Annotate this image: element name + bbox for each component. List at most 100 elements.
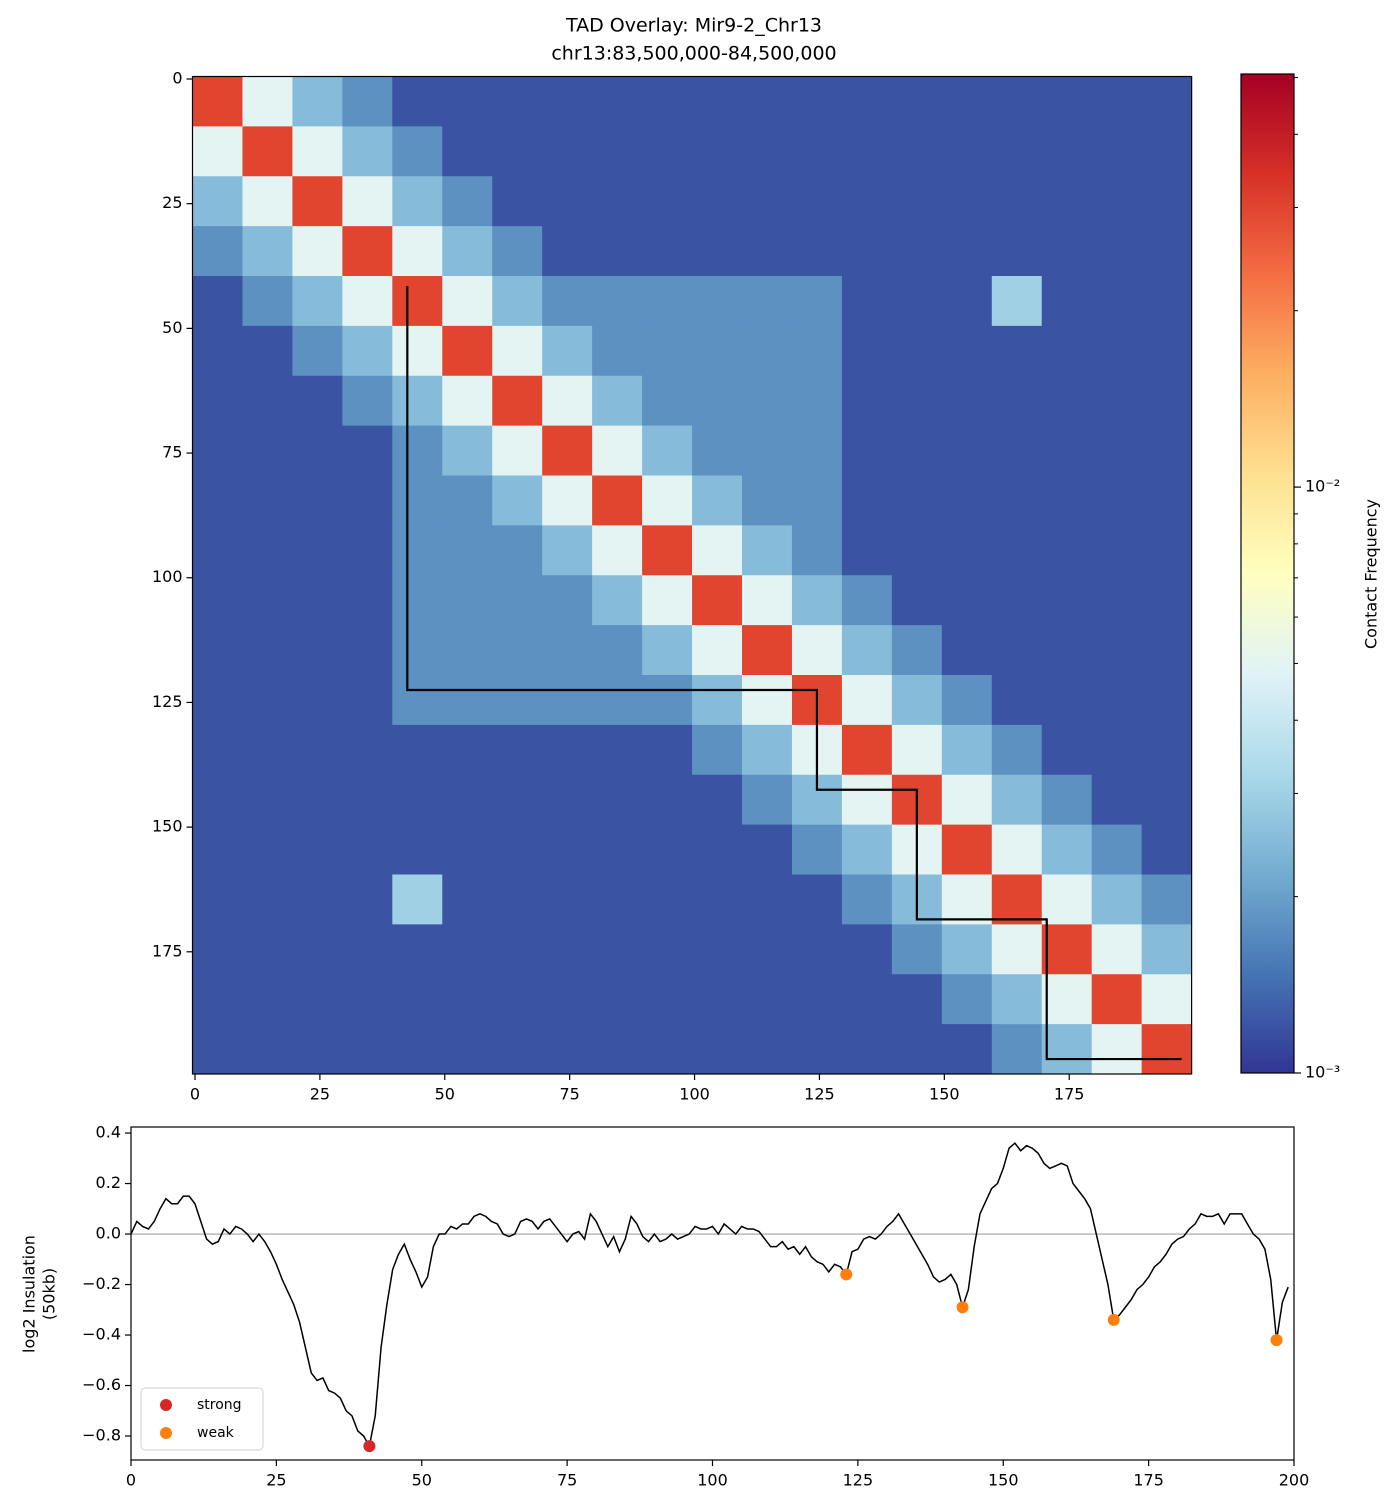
heatmap-cell bbox=[492, 375, 543, 427]
heatmap-cell bbox=[242, 924, 293, 975]
heatmap-cell bbox=[891, 525, 943, 576]
heatmap-cell bbox=[542, 375, 593, 427]
heatmap-cell bbox=[692, 924, 743, 975]
heatmap-cell bbox=[692, 276, 743, 327]
heatmap-cell bbox=[292, 974, 343, 1025]
heatmap-cell bbox=[642, 76, 693, 127]
heatmap-cell bbox=[192, 675, 243, 726]
heatmap-cell bbox=[292, 176, 343, 227]
heatmap-cell bbox=[991, 226, 1043, 277]
heatmap-cell bbox=[692, 176, 743, 227]
heatmap-cell bbox=[692, 724, 743, 776]
heatmap-cell bbox=[292, 874, 343, 925]
heatmap-cell bbox=[1041, 675, 1093, 726]
heatmap-cell bbox=[292, 1024, 343, 1075]
x-tick-label: 125 bbox=[843, 1471, 874, 1490]
heatmap-cell bbox=[342, 126, 393, 177]
heatmap-cell bbox=[542, 226, 593, 277]
heatmap-cell bbox=[242, 475, 293, 526]
heatmap-cell bbox=[1141, 226, 1193, 277]
heatmap-cell bbox=[1141, 475, 1193, 526]
heatmap-cell bbox=[841, 176, 893, 227]
heatmap-cell bbox=[841, 325, 893, 377]
heatmap-cell bbox=[492, 525, 543, 576]
heatmap-cell bbox=[1091, 724, 1143, 776]
heatmap-cell bbox=[692, 226, 743, 277]
heatmap-cell bbox=[791, 76, 843, 127]
heatmap-cell bbox=[692, 625, 743, 676]
heatmap-cell bbox=[692, 675, 743, 726]
x-tick-label: 25 bbox=[266, 1471, 286, 1490]
heatmap-cell bbox=[492, 1024, 543, 1075]
heatmap-cell bbox=[542, 475, 593, 526]
heatmap-cell bbox=[1041, 774, 1093, 826]
heatmap-cell bbox=[891, 226, 943, 277]
heatmap-cell bbox=[592, 325, 643, 377]
heatmap-cell bbox=[742, 176, 793, 227]
heatmap-cell bbox=[492, 325, 543, 377]
heatmap-cell bbox=[492, 226, 543, 277]
heatmap-cell bbox=[492, 425, 543, 476]
heatmap-cell bbox=[392, 774, 443, 826]
heatmap-cell bbox=[891, 76, 943, 127]
heatmap-cell bbox=[242, 325, 293, 377]
heatmap-cell bbox=[492, 276, 543, 327]
heatmap-cell bbox=[242, 874, 293, 925]
heatmap-cell bbox=[492, 974, 543, 1025]
heatmap-cell bbox=[192, 126, 243, 177]
heatmap-cell bbox=[192, 874, 243, 925]
heatmap-cell bbox=[442, 425, 493, 476]
heatmap-cell bbox=[242, 824, 293, 875]
heatmap-cell bbox=[791, 974, 843, 1025]
heatmap-cell bbox=[791, 874, 843, 925]
heatmap-cell bbox=[542, 824, 593, 875]
heatmap-cell bbox=[192, 325, 243, 377]
y-tick-label: −0.4 bbox=[82, 1325, 121, 1344]
x-tick-label: 200 bbox=[1279, 1471, 1310, 1490]
heatmap-cell bbox=[192, 625, 243, 676]
heatmap-cell bbox=[492, 176, 543, 227]
heatmap-cell bbox=[692, 425, 743, 476]
heatmap-cell bbox=[1141, 375, 1193, 427]
heatmap-cell bbox=[342, 226, 393, 277]
heatmap-cell bbox=[292, 675, 343, 726]
heatmap-cell bbox=[891, 575, 943, 626]
heatmap-cell bbox=[742, 525, 793, 576]
boundary-point bbox=[363, 1440, 376, 1453]
heatmap-cell bbox=[692, 475, 743, 526]
heatmap-cell bbox=[891, 425, 943, 476]
heatmap-cell bbox=[791, 475, 843, 526]
heatmap-cell bbox=[841, 874, 893, 925]
heatmap-cell bbox=[242, 774, 293, 826]
heatmap-cell bbox=[292, 76, 343, 127]
heatmap-cell bbox=[742, 425, 793, 476]
heatmap-cell bbox=[292, 724, 343, 776]
heatmap-cell bbox=[1091, 475, 1143, 526]
y-tick-label: 75 bbox=[162, 443, 182, 462]
heatmap-cell bbox=[342, 425, 393, 476]
heatmap-cell bbox=[1091, 325, 1143, 377]
heatmap-cell bbox=[642, 675, 693, 726]
heatmap-cell bbox=[192, 1024, 243, 1075]
heatmap-cell bbox=[791, 325, 843, 377]
heatmap-cell bbox=[692, 874, 743, 925]
heatmap-cell bbox=[642, 176, 693, 227]
heatmap-cell bbox=[841, 226, 893, 277]
heatmap-cell bbox=[592, 924, 643, 975]
heatmap-cell bbox=[192, 226, 243, 277]
heatmap-cell bbox=[1041, 924, 1093, 975]
heatmap-cell bbox=[841, 724, 893, 776]
boundary-point bbox=[840, 1268, 853, 1281]
heatmap-cell bbox=[1041, 425, 1093, 476]
heatmap-cell bbox=[592, 675, 643, 726]
heatmap-cell bbox=[592, 1024, 643, 1075]
heatmap-cell bbox=[492, 126, 543, 177]
heatmap-cell bbox=[542, 325, 593, 377]
heatmap-cell bbox=[692, 774, 743, 826]
y-tick-label: 100 bbox=[152, 567, 183, 586]
heatmap-cell bbox=[442, 774, 493, 826]
heatmap-cell bbox=[442, 475, 493, 526]
heatmap-cell bbox=[642, 276, 693, 327]
heatmap-cell bbox=[991, 176, 1043, 227]
heatmap-cell bbox=[1041, 824, 1093, 875]
